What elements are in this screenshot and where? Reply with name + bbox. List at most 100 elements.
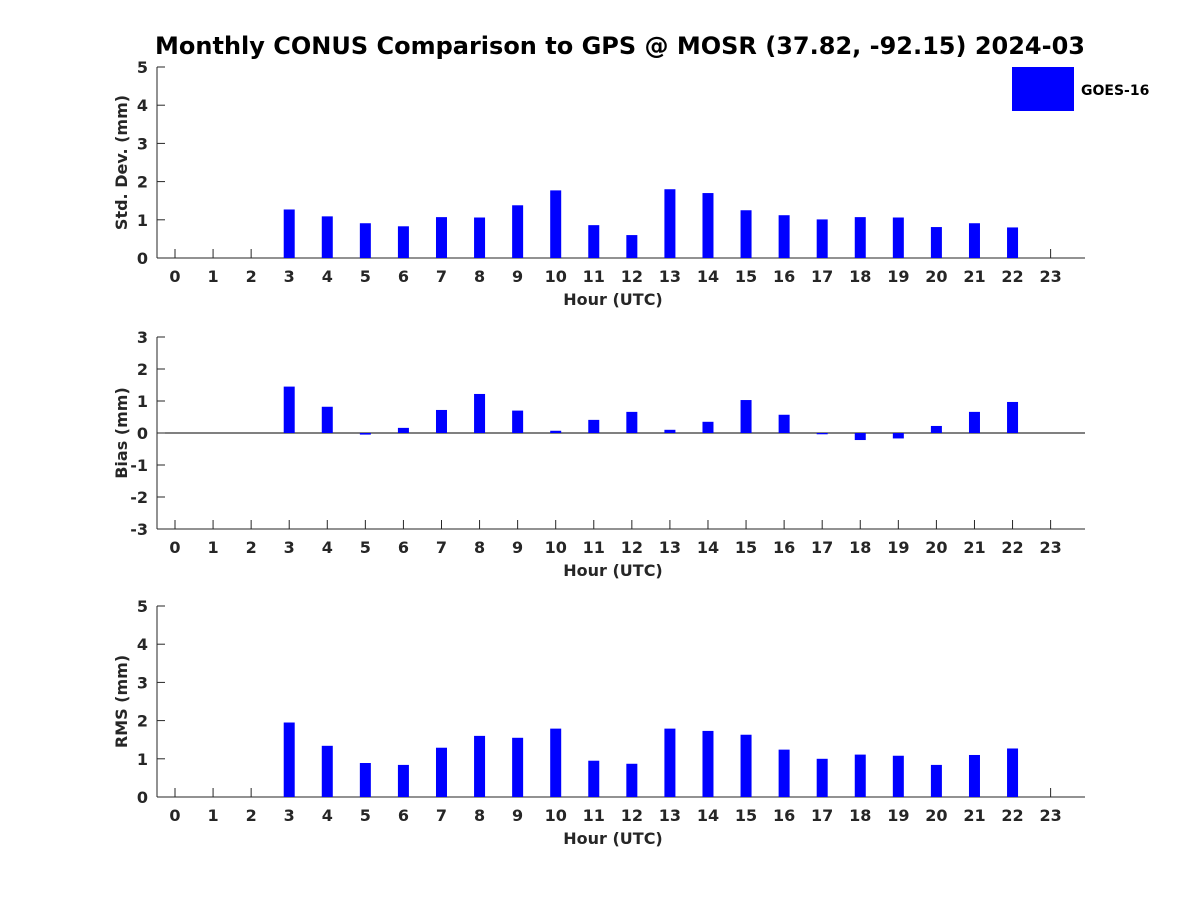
- x-tick-label: 12: [621, 267, 643, 286]
- x-tick-label: 7: [436, 267, 447, 286]
- x-tick-label: 15: [735, 267, 757, 286]
- bar: [968, 223, 980, 258]
- y-tick-label: 5: [137, 58, 148, 77]
- bar: [740, 734, 752, 797]
- x-tick-label: 10: [545, 267, 567, 286]
- bar: [512, 205, 524, 258]
- bar: [1007, 401, 1019, 433]
- y-tick-label: 3: [137, 673, 148, 692]
- x-tick-label: 11: [583, 806, 605, 825]
- y-tick-label: 3: [137, 134, 148, 153]
- bar: [892, 433, 904, 439]
- x-tick-label: 13: [659, 267, 681, 286]
- bar: [321, 406, 333, 433]
- y-tick-label: 1: [137, 750, 148, 769]
- x-tick-label: 6: [398, 806, 409, 825]
- y-tick-label: -2: [130, 488, 148, 507]
- x-tick-label: 17: [811, 538, 833, 557]
- y-axis-label: Bias (mm): [112, 387, 131, 479]
- y-tick-label: 4: [137, 96, 148, 115]
- bar: [740, 210, 752, 258]
- x-tick-label: 16: [773, 806, 795, 825]
- x-tick-label: 0: [169, 538, 180, 557]
- x-tick-label: 3: [284, 538, 295, 557]
- y-axis-label: Std. Dev. (mm): [112, 95, 131, 230]
- x-tick-label: 12: [621, 806, 643, 825]
- legend-label: GOES-16: [1081, 83, 1149, 99]
- y-tick-label: 4: [137, 635, 148, 654]
- bar: [930, 764, 942, 797]
- x-axis-label: Hour (UTC): [563, 561, 663, 580]
- x-tick-label: 1: [207, 806, 218, 825]
- x-tick-label: 1: [207, 538, 218, 557]
- bar: [778, 414, 790, 433]
- bar: [359, 763, 371, 797]
- x-tick-label: 0: [169, 267, 180, 286]
- x-tick-label: 18: [849, 806, 871, 825]
- bar: [626, 235, 638, 258]
- bar: [588, 419, 600, 433]
- x-tick-label: 8: [474, 806, 485, 825]
- x-tick-label: 17: [811, 267, 833, 286]
- bar: [474, 217, 486, 258]
- bar: [283, 722, 295, 797]
- bar: [854, 433, 866, 441]
- x-tick-label: 22: [1001, 267, 1023, 286]
- bar: [892, 217, 904, 258]
- x-tick-label: 6: [398, 538, 409, 557]
- bar: [435, 217, 447, 258]
- y-tick-label: 1: [137, 392, 148, 411]
- x-tick-label: 2: [246, 267, 257, 286]
- bar: [778, 215, 790, 258]
- bar: [359, 433, 371, 435]
- x-tick-label: 18: [849, 538, 871, 557]
- x-tick-label: 8: [474, 267, 485, 286]
- bar: [816, 433, 828, 435]
- x-tick-label: 20: [925, 538, 947, 557]
- x-tick-label: 7: [436, 806, 447, 825]
- bar: [321, 745, 333, 797]
- x-tick-label: 23: [1039, 267, 1061, 286]
- x-tick-label: 5: [360, 806, 371, 825]
- y-tick-label: 0: [137, 788, 148, 807]
- bar: [1007, 748, 1019, 797]
- bar: [664, 189, 676, 258]
- x-tick-label: 3: [284, 267, 295, 286]
- x-tick-label: 20: [925, 806, 947, 825]
- x-tick-label: 14: [697, 267, 719, 286]
- bar: [968, 411, 980, 433]
- x-tick-label: 13: [659, 806, 681, 825]
- x-tick-label: 11: [583, 267, 605, 286]
- y-tick-label: 2: [137, 712, 148, 731]
- legend: GOES-16: [1012, 67, 1149, 111]
- x-tick-label: 10: [545, 538, 567, 557]
- bar: [626, 763, 638, 797]
- bar: [930, 425, 942, 433]
- bar: [702, 421, 714, 433]
- x-tick-label: 21: [963, 806, 985, 825]
- x-tick-label: 5: [360, 538, 371, 557]
- x-tick-label: 23: [1039, 538, 1061, 557]
- x-tick-label: 18: [849, 267, 871, 286]
- x-tick-label: 22: [1001, 806, 1023, 825]
- y-tick-label: 2: [137, 173, 148, 192]
- x-tick-label: 22: [1001, 538, 1023, 557]
- x-tick-label: 7: [436, 538, 447, 557]
- bar: [968, 754, 980, 797]
- x-axis-label: Hour (UTC): [563, 290, 663, 309]
- chart-title: Monthly CONUS Comparison to GPS @ MOSR (…: [155, 32, 1085, 60]
- bar: [588, 760, 600, 797]
- bar: [283, 209, 295, 258]
- bar: [397, 764, 409, 797]
- x-tick-label: 17: [811, 806, 833, 825]
- x-tick-label: 21: [963, 538, 985, 557]
- bar: [474, 393, 486, 433]
- y-tick-label: 3: [137, 328, 148, 347]
- y-tick-label: 0: [137, 424, 148, 443]
- bar: [930, 227, 942, 258]
- x-tick-label: 9: [512, 806, 523, 825]
- x-tick-label: 10: [545, 806, 567, 825]
